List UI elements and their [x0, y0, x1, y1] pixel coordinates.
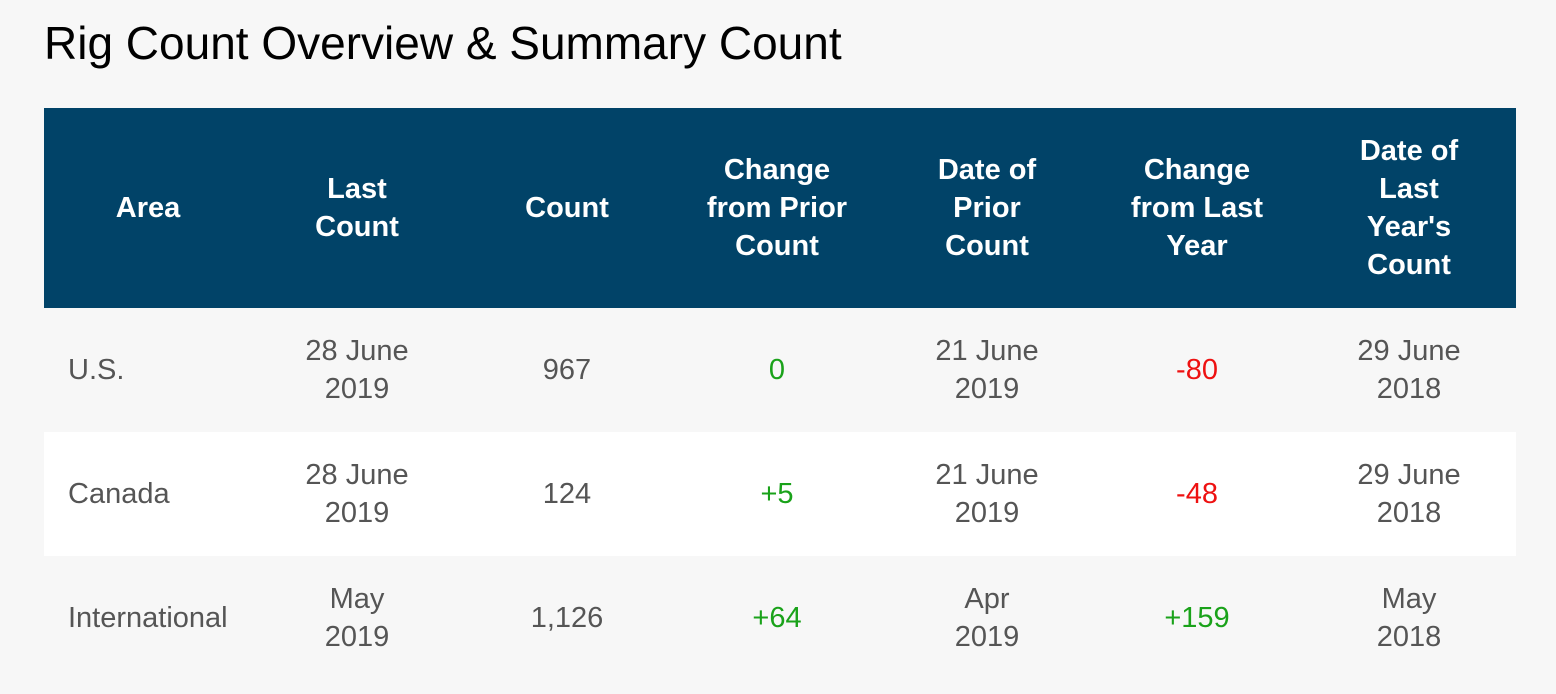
cell-date-last-year-line-1: 29 June — [1357, 459, 1461, 491]
cell-area: U.S. — [44, 308, 252, 432]
cell-change-prior: 0 — [672, 308, 882, 432]
header-date-last-year-line-4: Count — [1367, 249, 1451, 281]
header-count: Count — [462, 108, 672, 308]
cell-date-last-year-line-2: 2018 — [1376, 497, 1442, 529]
header-change-prior: Change from Prior Count — [672, 108, 882, 308]
header-change-prior-line-3: Count — [735, 230, 819, 262]
page-title: Rig Count Overview & Summary Count — [44, 17, 842, 69]
cell-date-prior-line-1: 21 June — [935, 335, 1039, 367]
header-date-last-year-line-1: Date of — [1359, 135, 1459, 167]
cell-last-count-line-1: May — [329, 583, 385, 615]
cell-count: 124 — [462, 432, 672, 556]
header-date-last-year-line-3: Year's — [1366, 211, 1452, 243]
header-change-last-year-line-3: Year — [1166, 230, 1228, 262]
cell-last-count-line-1: 28 June — [305, 459, 409, 491]
cell-date-last-year-line-2: 2018 — [1376, 373, 1442, 405]
cell-date-last-year: May 2018 — [1302, 556, 1516, 680]
cell-last-count-line-2: 2019 — [324, 621, 390, 653]
cell-change-last-year: -48 — [1092, 432, 1302, 556]
cell-date-last-year: 29 June 2018 — [1302, 308, 1516, 432]
cell-count: 1,126 — [462, 556, 672, 680]
header-change-last-year-line-2: from Last — [1130, 192, 1264, 224]
header-date-prior-line-3: Count — [945, 230, 1029, 262]
cell-date-prior: Apr 2019 — [882, 556, 1092, 680]
cell-area: Canada — [44, 432, 252, 556]
cell-date-prior-line-2: 2019 — [954, 497, 1020, 529]
cell-date-prior-line-2: 2019 — [954, 621, 1020, 653]
table-row: U.S. 28 June 2019 967 0 21 June 2019 -80… — [44, 308, 1516, 432]
cell-date-last-year-line-1: May — [1381, 583, 1437, 615]
table-row: International May 2019 1,126 +64 Apr 201… — [44, 556, 1516, 680]
cell-last-count: May 2019 — [252, 556, 462, 680]
header-last-count-line-2: Count — [315, 211, 399, 243]
header-last-count: Last Count — [252, 108, 462, 308]
cell-last-count-line-2: 2019 — [324, 497, 390, 529]
cell-change-prior: +5 — [672, 432, 882, 556]
table-row: Canada 28 June 2019 124 +5 21 June 2019 … — [44, 432, 1516, 556]
header-change-last-year: Change from Last Year — [1092, 108, 1302, 308]
cell-count: 967 — [462, 308, 672, 432]
header-date-last-year: Date of Last Year's Count — [1302, 108, 1516, 308]
cell-last-count-line-1: 28 June — [305, 335, 409, 367]
header-count-line: Count — [525, 192, 609, 224]
table-header-row: Area Last Count Count Change from Prior … — [44, 108, 1516, 308]
cell-date-last-year: 29 June 2018 — [1302, 432, 1516, 556]
header-last-count-line-1: Last — [327, 173, 387, 205]
header-change-prior-line-1: Change — [723, 154, 831, 186]
cell-change-last-year: +159 — [1092, 556, 1302, 680]
cell-date-last-year-line-1: 29 June — [1357, 335, 1461, 367]
header-date-prior-line-2: Prior — [953, 192, 1021, 224]
cell-date-prior-line-2: 2019 — [954, 373, 1020, 405]
cell-area: International — [44, 556, 252, 680]
header-area: Area — [44, 108, 252, 308]
cell-last-count: 28 June 2019 — [252, 432, 462, 556]
cell-change-prior: +64 — [672, 556, 882, 680]
header-change-last-year-line-1: Change — [1143, 154, 1251, 186]
header-change-prior-line-2: from Prior — [706, 192, 848, 224]
header-area-line: Area — [115, 192, 181, 224]
cell-date-prior: 21 June 2019 — [882, 432, 1092, 556]
cell-date-last-year-line-2: 2018 — [1376, 621, 1442, 653]
cell-last-count-line-2: 2019 — [324, 373, 390, 405]
cell-date-prior-line-1: 21 June — [935, 459, 1039, 491]
cell-date-prior-line-1: Apr — [964, 583, 1010, 615]
header-date-prior-line-1: Date of — [937, 154, 1037, 186]
header-date-prior: Date of Prior Count — [882, 108, 1092, 308]
cell-date-prior: 21 June 2019 — [882, 308, 1092, 432]
cell-change-last-year: -80 — [1092, 308, 1302, 432]
cell-last-count: 28 June 2019 — [252, 308, 462, 432]
header-date-last-year-line-2: Last — [1379, 173, 1439, 205]
rig-count-table: Area Last Count Count Change from Prior … — [44, 108, 1516, 680]
